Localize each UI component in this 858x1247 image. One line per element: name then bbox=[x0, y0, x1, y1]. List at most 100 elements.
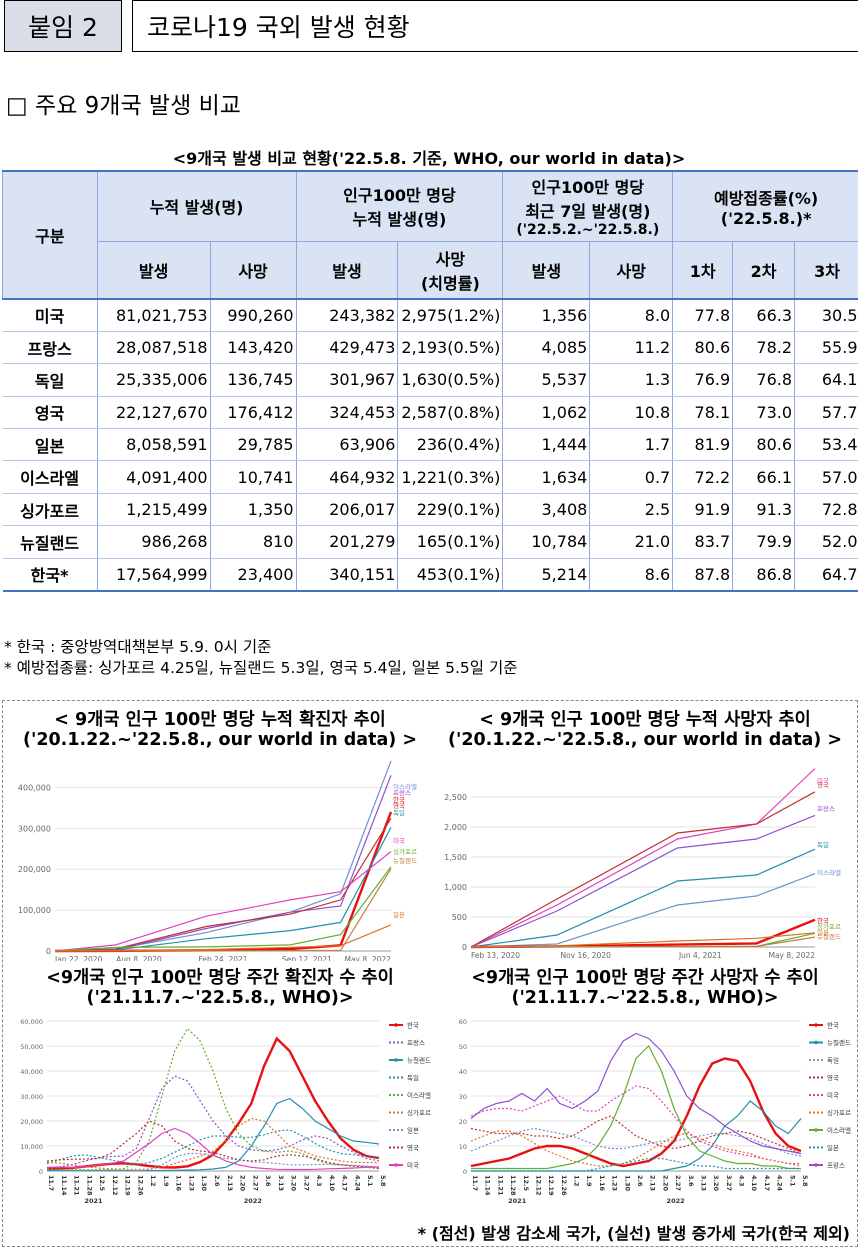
year-label: 2021 bbox=[508, 1197, 527, 1205]
cell-pm-deaths: 1,630(0.5%) bbox=[397, 363, 503, 397]
chart-title-line2: ('20.1.22.~'22.5.8., our world in data) … bbox=[22, 730, 418, 750]
series-line bbox=[54, 924, 392, 952]
y-tick-label: 10,000 bbox=[20, 1143, 43, 1151]
legend-label: 독일 bbox=[407, 1073, 419, 1082]
cell-d3: 64.7 bbox=[794, 558, 858, 592]
cell-r-deaths: 0.7 bbox=[589, 460, 673, 494]
cell-pm-deaths: 2,193(0.5%) bbox=[397, 331, 503, 365]
series-end-label: 미국 bbox=[393, 836, 405, 845]
series-end-label: 한국 bbox=[393, 796, 405, 804]
y-tick-label: 50 bbox=[459, 1043, 467, 1051]
x-tick-label: 11.28 bbox=[509, 1175, 517, 1196]
cell-r-cases: 4,085 bbox=[502, 331, 590, 365]
series-line bbox=[470, 848, 816, 948]
cell-country: 싱가포르 bbox=[2, 493, 98, 527]
cell-d1: 87.8 bbox=[672, 558, 733, 592]
y-tick-label: 200,000 bbox=[18, 865, 51, 874]
y-tick-label: 60 bbox=[459, 1018, 467, 1026]
x-tick-label: 12.5 bbox=[98, 1175, 106, 1192]
note-korea: * 한국 : 중앙방역대책본부 5.9. 0시 기준 bbox=[4, 638, 272, 656]
x-tick-label: 4.17 bbox=[763, 1175, 771, 1191]
cell-r-cases: 10,784 bbox=[502, 525, 590, 559]
header-pm-deaths: 사망 (치명률) bbox=[397, 240, 504, 300]
header-deaths: 사망 bbox=[209, 240, 297, 300]
x-tick-label: 12.19 bbox=[547, 1175, 555, 1196]
cell-country: 한국* bbox=[2, 558, 98, 592]
x-tick-label: 4.17 bbox=[341, 1175, 349, 1191]
x-tick-label: 4.24 bbox=[353, 1175, 361, 1192]
x-tick-label: 4.3 bbox=[738, 1175, 746, 1187]
year-label: 2022 bbox=[667, 1197, 685, 1205]
header-dose1: 1차 bbox=[672, 240, 734, 300]
x-tick-label: 2.13 bbox=[226, 1175, 234, 1191]
cell-cases: 1,215,499 bbox=[96, 493, 211, 527]
legend-marker bbox=[814, 1163, 818, 1167]
x-tick-label: 1.30 bbox=[200, 1175, 208, 1192]
y-tick-label: 500 bbox=[452, 913, 467, 922]
x-tick-label: 12.26 bbox=[136, 1175, 144, 1196]
cell-country: 프랑스 bbox=[2, 331, 98, 365]
legend-label: 이스라엘 bbox=[827, 1126, 851, 1135]
x-tick-label: Feb 24, 2021 bbox=[198, 955, 247, 961]
x-tick-label: 5.8 bbox=[379, 1175, 387, 1187]
cell-country: 영국 bbox=[2, 396, 98, 430]
cell-r-cases: 1,634 bbox=[502, 460, 590, 494]
chart-panel-cumulative-deaths: < 9개국 인구 100만 명당 누적 사망자 추이 ('20.1.22.~'2… bbox=[435, 707, 855, 961]
series-line bbox=[470, 1032, 802, 1155]
cell-d1: 77.8 bbox=[672, 297, 733, 332]
page-header: 붙임 2 코로나19 국외 발생 현황 bbox=[4, 0, 858, 54]
legend-label: 미국 bbox=[407, 1161, 419, 1170]
table-row: 이스라엘 4,091,400 10,741 464,932 1,221(0.3%) 1,6… bbox=[2, 460, 858, 494]
table-row: 영국 22,127,670 176,412 324,453 2,587(0.8%) 1,0… bbox=[2, 396, 858, 430]
series-line bbox=[46, 1127, 380, 1171]
series-end-label: 영국 bbox=[817, 780, 829, 789]
header-cases: 발생 bbox=[96, 240, 211, 300]
series-line bbox=[46, 1129, 380, 1166]
series-line bbox=[470, 1115, 802, 1155]
series-line bbox=[46, 1120, 380, 1170]
table-row: 일본 8,058,591 29,785 63,906 236(0.4%) 1,444 1.7… bbox=[2, 428, 858, 462]
x-tick-label: 2.27 bbox=[251, 1175, 259, 1191]
chart-cumulative-cases: 0 100,000 200,000 300,000 400,000 Jan 22, 202… bbox=[18, 760, 417, 961]
chart-weekly-deaths: 0 10 20 30 40 50 60 11.7 11.14 11.21 11.28 12.5 12.1… bbox=[459, 1018, 851, 1205]
series-line bbox=[470, 768, 816, 948]
legend-marker bbox=[814, 1128, 818, 1132]
cell-deaths: 136,745 bbox=[209, 363, 297, 397]
series-line bbox=[470, 932, 816, 948]
cell-r-deaths: 1.3 bbox=[589, 363, 673, 397]
series-line bbox=[54, 775, 392, 952]
cell-pm-deaths: 2,975(1.2%) bbox=[397, 297, 503, 332]
cell-cases: 17,564,999 bbox=[96, 558, 211, 592]
header-cumulative: 누적 발생(명) bbox=[96, 170, 297, 242]
cell-pm-cases: 340,151 bbox=[295, 558, 398, 592]
legend-marker bbox=[814, 1040, 818, 1045]
legend-label: 일본 bbox=[407, 1126, 419, 1135]
x-tick-label: 2.6 bbox=[213, 1175, 221, 1187]
cell-deaths: 990,260 bbox=[209, 297, 297, 332]
series-line bbox=[46, 1036, 380, 1170]
cell-deaths: 23,400 bbox=[209, 558, 297, 592]
x-tick-label: 3.27 bbox=[302, 1175, 310, 1191]
x-tick-label: 11.21 bbox=[73, 1175, 81, 1196]
legend-label: 뉴질랜드 bbox=[407, 1056, 431, 1065]
y-tick-label: 2,000 bbox=[444, 823, 467, 832]
cell-d3: 53.4 bbox=[794, 428, 858, 462]
note-vaccination: * 예방접종률: 싱가포르 4.25일, 뉴질랜드 5.3일, 영국 5.4일,… bbox=[4, 659, 518, 677]
cell-d3: 72.8 bbox=[794, 493, 858, 527]
header-pm-cases: 발생 bbox=[295, 240, 399, 300]
series-line bbox=[471, 1044, 801, 1170]
x-tick-label: 12.19 bbox=[124, 1175, 132, 1196]
cell-d1: 78.1 bbox=[672, 396, 733, 430]
series-line bbox=[47, 1097, 380, 1172]
series-end-label: 프랑스 bbox=[817, 805, 835, 813]
y-tick-label: 40,000 bbox=[20, 1068, 43, 1076]
x-tick-label: 1.9 bbox=[162, 1175, 170, 1187]
series-line bbox=[46, 1117, 379, 1171]
x-tick-label: 3.13 bbox=[277, 1175, 285, 1191]
series-end-label: 이스라엘 bbox=[393, 782, 417, 791]
comparison-table: 구분 누적 발생(명) 인구100만 명당 누적 발생(명) 인구100만 명당… bbox=[2, 170, 858, 592]
header-recent-cases: 발생 bbox=[502, 240, 591, 300]
cell-cases: 4,091,400 bbox=[96, 460, 211, 494]
table-row: 독일 25,335,006 136,745 301,967 1,630(0.5%) 5,5… bbox=[2, 363, 858, 397]
legend-label: 한국 bbox=[827, 1022, 839, 1030]
